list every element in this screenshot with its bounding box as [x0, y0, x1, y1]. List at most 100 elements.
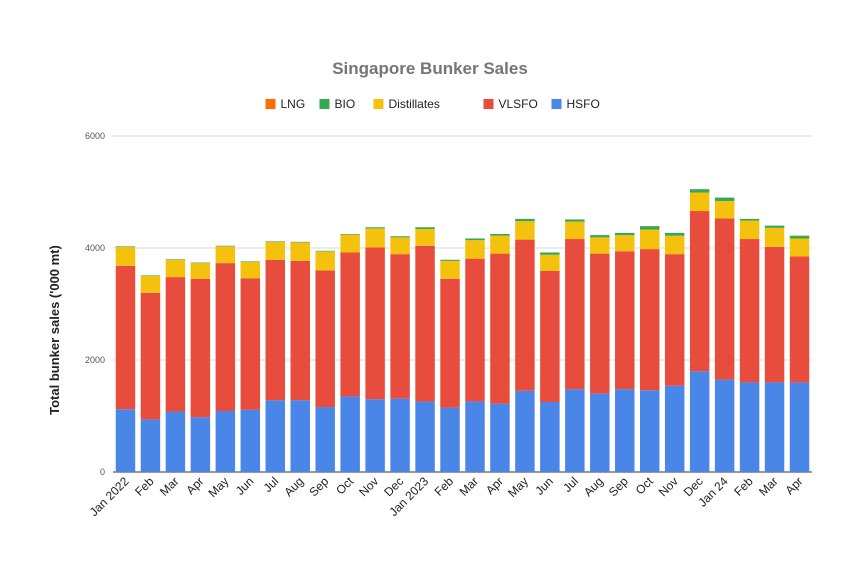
bar-hsfo — [115, 409, 136, 472]
x-tick-label: Mar — [756, 474, 781, 499]
bar-bio — [590, 235, 610, 238]
bar-hsfo — [290, 400, 310, 472]
bar-hsfo — [165, 411, 186, 472]
bar-hsfo — [315, 407, 335, 472]
bar-distillates — [290, 242, 310, 261]
bar-hsfo — [789, 382, 810, 472]
bar-vlsfo — [639, 249, 660, 391]
bar-bio — [689, 189, 710, 193]
bar-vlsfo — [215, 263, 236, 411]
bar-distillates — [140, 276, 161, 293]
bar-hsfo — [565, 389, 585, 472]
y-tick-label: 0 — [100, 467, 105, 477]
bar-distillates — [540, 254, 560, 271]
bar-bio — [190, 262, 211, 264]
bar-hsfo — [390, 398, 410, 472]
bar-distillates — [390, 237, 410, 255]
legend-label-hsfo: HSFO — [567, 97, 600, 111]
x-tick-label: Jul — [560, 474, 581, 495]
bar-vlsfo — [615, 251, 635, 390]
bar-distillates — [365, 228, 385, 248]
bar-vlsfo — [365, 247, 385, 400]
bar-distillates — [465, 240, 485, 259]
bar-distillates — [664, 235, 685, 255]
bar-vlsfo — [415, 245, 435, 402]
x-tick-label: May — [505, 474, 531, 500]
bar-vlsfo — [739, 239, 760, 383]
bar-bio — [465, 238, 485, 241]
bar-vlsfo — [440, 278, 460, 408]
bar-distillates — [565, 221, 585, 240]
bar-distillates — [115, 246, 136, 266]
bar-bio — [664, 232, 685, 236]
bar-bio — [639, 226, 660, 230]
bar-vlsfo — [240, 278, 261, 410]
legend-label-lng: LNG — [281, 97, 306, 111]
bar-vlsfo — [340, 252, 360, 397]
bar-vlsfo — [115, 265, 136, 410]
bar-vlsfo — [565, 239, 585, 390]
x-tick-label: May — [206, 474, 232, 500]
x-tick-label: Mar — [157, 474, 182, 499]
bar-hsfo — [639, 390, 660, 472]
bar-bio — [540, 252, 560, 255]
y-tick-label: 2000 — [85, 355, 105, 365]
bar-vlsfo — [190, 278, 211, 418]
bar-vlsfo — [165, 277, 186, 412]
legend-swatch-lng — [265, 99, 276, 109]
legend-label-vlsfo: VLSFO — [499, 97, 538, 111]
bar-bio — [415, 227, 435, 229]
bar-hsfo — [714, 379, 735, 472]
x-tick-label: Aug — [581, 474, 606, 499]
bar-bio — [240, 261, 261, 262]
x-tick-label: Apr — [783, 474, 806, 497]
bar-distillates — [490, 235, 510, 254]
bar-hsfo — [215, 410, 236, 472]
bar-bio — [315, 250, 335, 252]
bar-hsfo — [265, 400, 286, 472]
x-tick-label: Oct — [633, 474, 657, 498]
legend-label-distillates: Distillates — [389, 97, 440, 111]
bar-bio — [115, 246, 136, 247]
bar-bio — [739, 218, 760, 221]
bar-hsfo — [615, 389, 635, 472]
bar-distillates — [714, 200, 735, 219]
bar-bio — [365, 227, 385, 229]
legend-swatch-bio — [319, 99, 330, 109]
bar-distillates — [789, 238, 810, 257]
bar-bio — [340, 234, 360, 235]
x-tick-label: Jun — [233, 474, 257, 498]
bar-bio — [165, 259, 186, 260]
bar-hsfo — [540, 402, 560, 472]
bar-hsfo — [764, 382, 785, 472]
bar-hsfo — [664, 385, 685, 472]
bar-vlsfo — [140, 292, 161, 420]
y-tick-label: 4000 — [85, 243, 105, 253]
y-axis-label: Total bunker sales ('000 mt) — [47, 245, 62, 415]
x-tick-label: Apr — [483, 474, 506, 497]
bar-hsfo — [739, 382, 760, 472]
bar-bio — [764, 225, 785, 228]
x-tick-label: Feb — [731, 474, 756, 499]
bar-vlsfo — [490, 253, 510, 404]
x-tick-label: Feb — [432, 474, 457, 499]
bar-bio — [440, 259, 460, 261]
bar-hsfo — [240, 409, 261, 472]
legend: LNG BIO Distillates VLSFO HSFO — [265, 97, 600, 111]
bar-bio — [265, 241, 286, 242]
bars — [115, 189, 810, 472]
bar-distillates — [240, 262, 261, 279]
x-tick-label: Nov — [356, 474, 381, 499]
x-tick-label: Jan 2022 — [87, 474, 132, 519]
bar-vlsfo — [664, 254, 685, 386]
x-tick-label: Jun — [532, 474, 556, 498]
bar-hsfo — [190, 417, 211, 472]
bar-bio — [215, 245, 236, 247]
bar-distillates — [615, 235, 635, 252]
bar-vlsfo — [465, 258, 485, 402]
bar-bio — [490, 234, 510, 236]
bar-vlsfo — [315, 270, 335, 408]
bar-vlsfo — [515, 239, 535, 391]
x-tick-label: Sep — [606, 474, 631, 499]
